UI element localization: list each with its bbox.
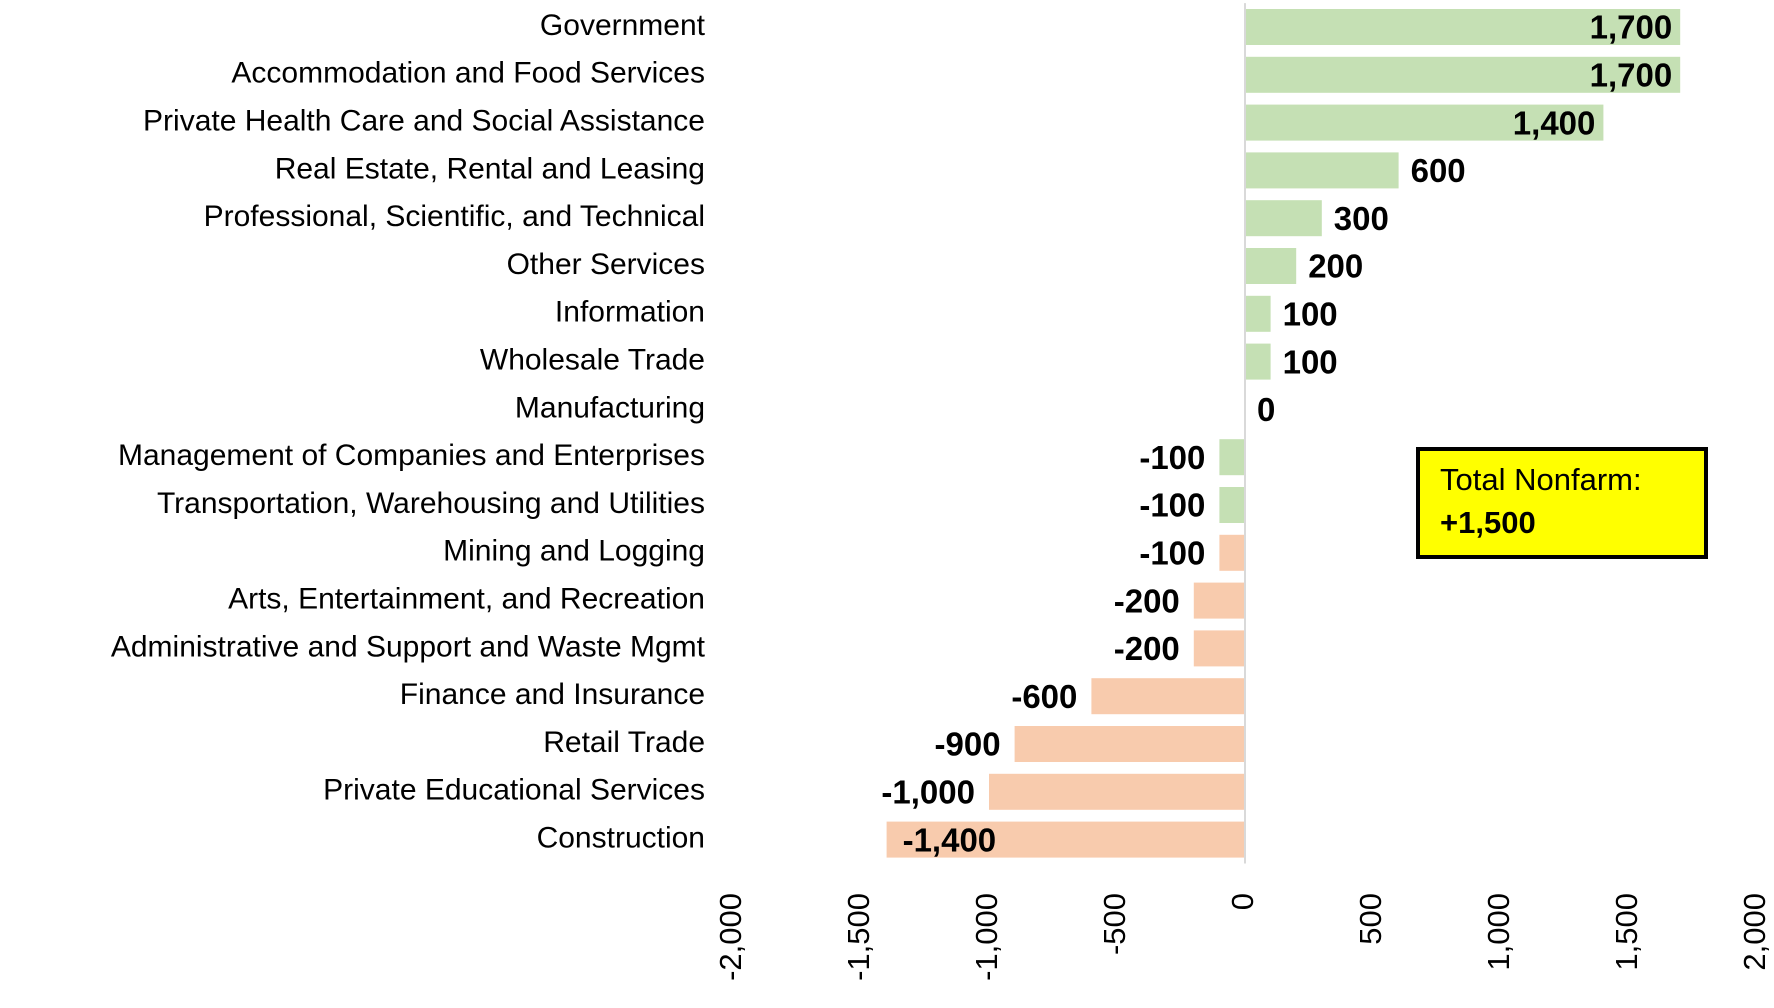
x-tick-label: -1,500 <box>841 893 876 981</box>
bar <box>1219 487 1245 523</box>
category-label: Private Educational Services <box>323 774 705 807</box>
bar <box>1219 534 1245 571</box>
category-label: Retail Trade <box>543 726 705 759</box>
value-label: -100 <box>1139 439 1205 476</box>
bar <box>1245 200 1322 237</box>
bar <box>1219 439 1245 476</box>
category-label: Transportation, Warehousing and Utilitie… <box>157 487 705 520</box>
value-label: -200 <box>1114 582 1180 619</box>
value-label: -100 <box>1139 487 1205 524</box>
bar <box>886 821 1245 858</box>
category-label: Administrative and Support and Waste Mgm… <box>111 630 706 663</box>
x-tick-label: -500 <box>1097 893 1132 955</box>
value-label: -900 <box>935 726 1001 763</box>
bar <box>1193 582 1245 619</box>
value-label: -600 <box>1011 678 1077 715</box>
category-label: Management of Companies and Enterprises <box>118 439 705 472</box>
x-tick-label: 500 <box>1353 893 1388 945</box>
value-label: 300 <box>1334 200 1389 237</box>
bar <box>1245 9 1681 45</box>
value-label: 600 <box>1411 152 1466 189</box>
category-label: Construction <box>537 822 705 855</box>
x-tick-label: 2,000 <box>1737 893 1772 971</box>
value-label: 1,700 <box>1590 9 1673 46</box>
value-label: -1,000 <box>881 774 975 811</box>
bar <box>1245 343 1271 380</box>
annotation-text: +1,500 <box>1440 505 1536 540</box>
category-label: Manufacturing <box>515 391 705 424</box>
value-label: -100 <box>1139 535 1205 572</box>
category-label: Arts, Entertainment, and Recreation <box>228 583 705 616</box>
category-label: Private Health Care and Social Assistanc… <box>143 105 705 138</box>
value-label: 1,400 <box>1513 104 1596 141</box>
category-label: Wholesale Trade <box>480 344 705 377</box>
value-label: -1,400 <box>903 821 997 858</box>
x-tick-label: 0 <box>1225 893 1260 910</box>
bar <box>1245 56 1681 93</box>
value-label: 200 <box>1308 248 1363 285</box>
x-tick-label: -2,000 <box>713 893 748 981</box>
x-tick-label: 1,000 <box>1481 893 1516 971</box>
annotation-box <box>1416 447 1708 559</box>
bar <box>1245 295 1271 332</box>
value-label: 1,700 <box>1590 57 1673 94</box>
annotation: Total Nonfarm: +1,500 <box>1416 447 1708 559</box>
category-label: Other Services <box>507 248 705 281</box>
category-label: Finance and Insurance <box>400 678 705 711</box>
bar <box>989 773 1245 810</box>
bar <box>1245 104 1604 141</box>
bar <box>1091 678 1245 715</box>
category-label: Government <box>540 9 706 42</box>
annotation-title: Total Nonfarm: <box>1440 462 1642 497</box>
value-label: 0 <box>1257 391 1275 428</box>
bar <box>1245 248 1297 284</box>
category-label: Real Estate, Rental and Leasing <box>275 152 705 185</box>
bar <box>1245 152 1399 189</box>
x-tick-label: -1,000 <box>969 893 1004 981</box>
category-label: Professional, Scientific, and Technical <box>204 200 705 233</box>
category-label: Accommodation and Food Services <box>231 57 705 90</box>
value-label: 100 <box>1283 343 1338 380</box>
x-tick-label: 1,500 <box>1609 893 1644 971</box>
category-label: Mining and Logging <box>443 535 705 568</box>
category-label: Information <box>555 296 705 329</box>
bar <box>1193 630 1245 667</box>
value-label: -200 <box>1114 630 1180 667</box>
value-label: 100 <box>1283 296 1338 333</box>
bar <box>1014 726 1245 762</box>
